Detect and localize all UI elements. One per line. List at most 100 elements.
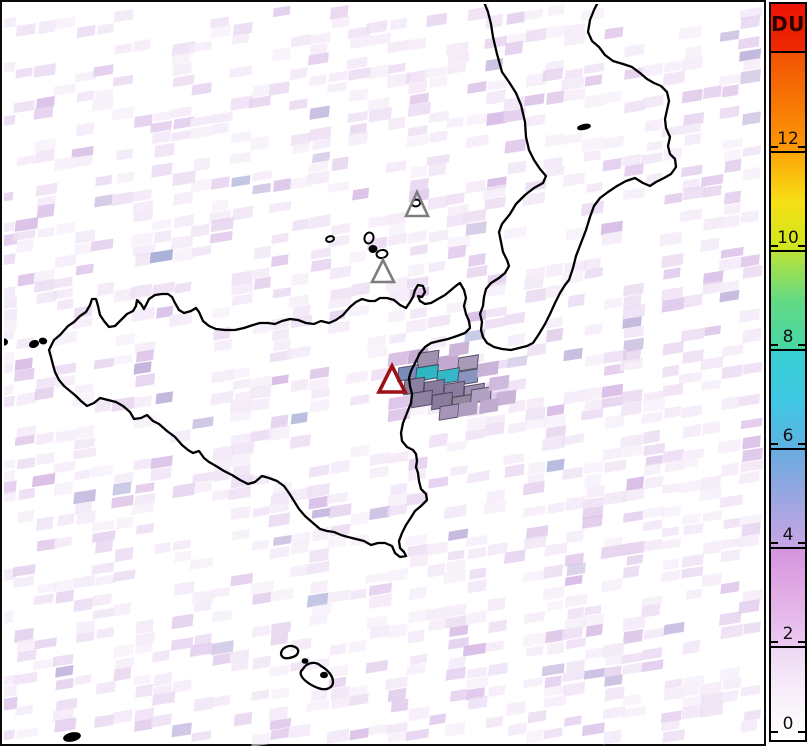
data-pixel [4,684,17,699]
data-pixel [661,253,684,269]
data-pixel [194,481,212,494]
colorbar-tick-mark [771,641,778,643]
data-pixel [465,179,486,194]
data-pixel [211,489,230,502]
data-pixel [191,245,212,257]
data-pixel [662,729,685,743]
data-pixel [641,647,663,661]
data-pixel [740,417,763,430]
data-pixel [134,492,156,506]
data-pixel [621,540,645,556]
data-pixel [114,546,134,562]
data-pixel [326,728,350,744]
data-pixel [527,709,547,724]
data-pixel [603,729,622,745]
data-pixel [365,659,389,674]
data-pixel [659,231,682,247]
data-pixel [408,80,428,95]
data-pixel [54,254,77,269]
data-pixel [93,64,114,77]
data-pixel [605,652,623,667]
data-pixel [662,70,686,86]
data-pixel [4,567,17,583]
data-pixel [38,19,56,35]
data-pixel [75,263,94,276]
data-pixel [346,56,368,70]
data-pixel [528,461,546,475]
data-pixel [13,100,36,114]
islet [577,123,591,131]
data-pixel [546,458,565,473]
data-pixel [465,134,489,149]
data-pixel [507,722,527,736]
data-pixel [271,47,291,62]
colorbar-tick-label: 0 [782,714,794,734]
data-pixel [327,320,351,335]
data-pixel [35,376,57,389]
data-pixel [743,709,761,721]
data-pixel [718,611,742,626]
data-pixel [130,231,154,247]
data-pixel [545,262,564,278]
data-pixel [308,464,330,478]
data-pixel [466,112,489,126]
data-pixel [174,580,195,596]
data-pixel [308,547,330,563]
data-pixel [114,43,133,55]
data-pixel [249,135,270,151]
data-pixel [740,68,762,85]
data-pixel [621,488,645,503]
data-pixel [36,451,55,466]
data-pixel [719,280,740,293]
data-pixel [229,649,250,662]
data-pixel [409,244,428,256]
colorbar-segment [771,548,805,647]
data-pixel [310,258,332,273]
data-pixel [700,691,724,706]
data-pixel [73,383,94,395]
data-pixel [290,34,311,48]
data-pixel [661,297,685,313]
data-pixel [737,393,761,407]
data-pixel [640,411,663,425]
data-pixel [231,293,254,306]
data-pixel [446,559,466,573]
data-pixel [427,563,446,578]
data-pixel [661,482,681,495]
data-pixel [133,361,152,375]
data-pixel [271,686,290,700]
data-pixel [561,626,583,641]
data-pixel [133,457,156,471]
data-pixel [209,230,233,244]
data-pixel [661,526,680,538]
colorbar-segment [771,251,805,350]
data-pixel [95,174,113,187]
data-pixel [467,546,487,560]
data-pixel [211,368,235,384]
data-pixel [719,494,744,509]
data-pixel [503,453,525,465]
data-pixel [563,389,586,405]
data-pixel [640,152,663,165]
data-pixel [703,85,722,100]
data-pixel [720,548,741,563]
data-pixel [699,681,722,696]
data-pixel [466,666,488,679]
data-pixel [56,298,74,311]
data-pixel [330,287,352,301]
data-pixel [523,676,544,689]
data-pixel [429,130,448,143]
data-pixel [702,540,723,556]
data-pixel [721,214,741,229]
data-pixel [562,132,583,145]
data-pixel [602,157,622,172]
data-pixel [720,246,744,259]
data-pixel [34,637,57,650]
data-pixel [151,218,172,231]
data-pixel [485,715,504,729]
data-pixel [112,74,134,87]
data-pixel [116,171,135,184]
data-pixel [95,574,117,586]
data-pixel [561,433,585,446]
data-pixel [76,631,95,643]
